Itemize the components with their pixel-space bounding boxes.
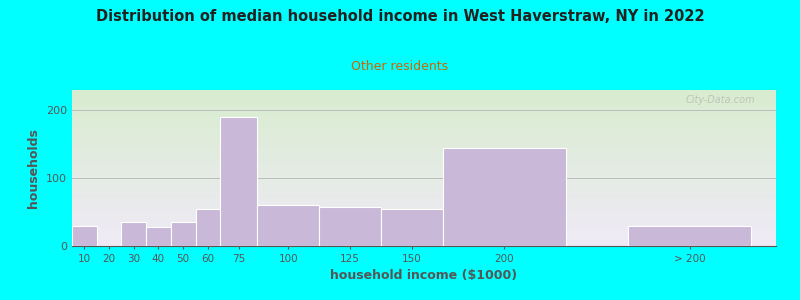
Text: Distribution of median household income in West Haverstraw, NY in 2022: Distribution of median household income …	[96, 9, 704, 24]
Bar	[195, 209, 220, 246]
Bar	[381, 209, 442, 246]
Bar	[171, 222, 195, 246]
Text: City-Data.com: City-Data.com	[686, 95, 755, 105]
Bar	[442, 148, 566, 246]
Bar	[220, 117, 258, 246]
X-axis label: household income ($1000): household income ($1000)	[330, 269, 518, 282]
Bar	[122, 222, 146, 246]
Bar	[628, 226, 751, 246]
Bar	[72, 226, 97, 246]
Bar	[146, 227, 171, 246]
Bar	[319, 207, 381, 246]
Y-axis label: households: households	[27, 128, 41, 208]
Text: Other residents: Other residents	[351, 60, 449, 73]
Bar	[258, 205, 319, 246]
